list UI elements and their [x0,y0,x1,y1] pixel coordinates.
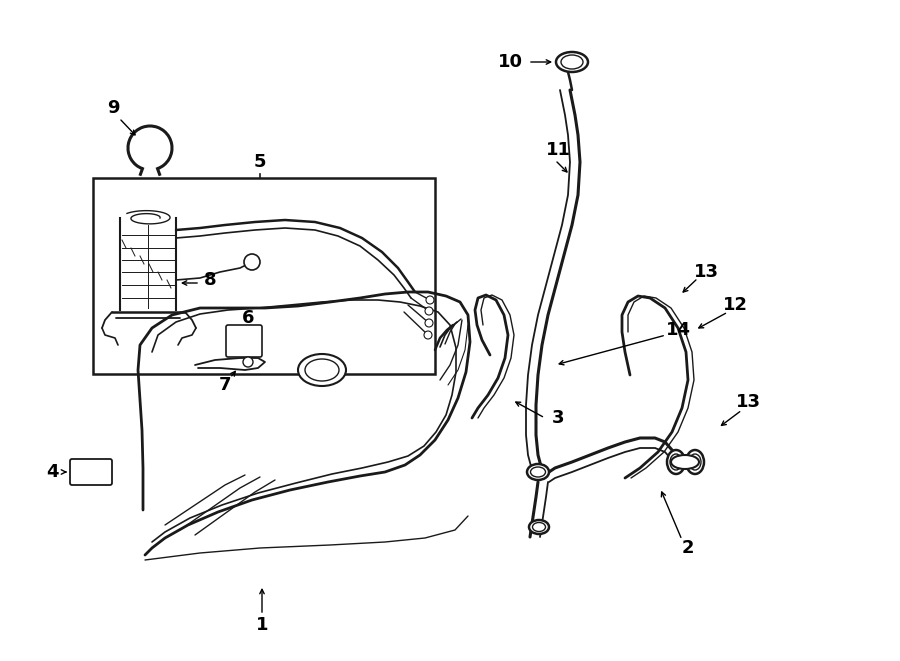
Text: 13: 13 [694,263,718,281]
Ellipse shape [529,520,549,534]
Ellipse shape [671,455,699,469]
Text: 3: 3 [552,409,564,427]
Ellipse shape [533,522,545,531]
Text: 14: 14 [665,321,690,339]
Circle shape [426,296,434,304]
Ellipse shape [667,450,685,474]
Text: 7: 7 [219,376,231,394]
Text: 12: 12 [723,296,748,314]
FancyBboxPatch shape [70,459,112,485]
Text: 2: 2 [682,539,694,557]
Text: 4: 4 [46,463,58,481]
Circle shape [244,254,260,270]
Ellipse shape [689,454,701,470]
Ellipse shape [670,454,682,470]
Circle shape [425,319,433,327]
FancyBboxPatch shape [226,325,262,357]
Ellipse shape [530,467,545,477]
Text: 10: 10 [498,53,523,71]
Circle shape [424,331,432,339]
Ellipse shape [556,52,588,72]
Ellipse shape [305,359,339,381]
Text: 5: 5 [254,153,266,171]
Text: 1: 1 [256,616,268,634]
Ellipse shape [686,450,704,474]
Circle shape [243,357,253,367]
Ellipse shape [561,55,583,69]
Bar [93,178,435,374]
Ellipse shape [298,354,346,386]
Text: 13: 13 [735,393,760,411]
Circle shape [425,307,433,315]
Text: 9: 9 [107,99,119,117]
Text: 11: 11 [545,141,571,159]
Text: 8: 8 [203,271,216,289]
Text: 6: 6 [242,309,254,327]
Ellipse shape [527,464,549,480]
